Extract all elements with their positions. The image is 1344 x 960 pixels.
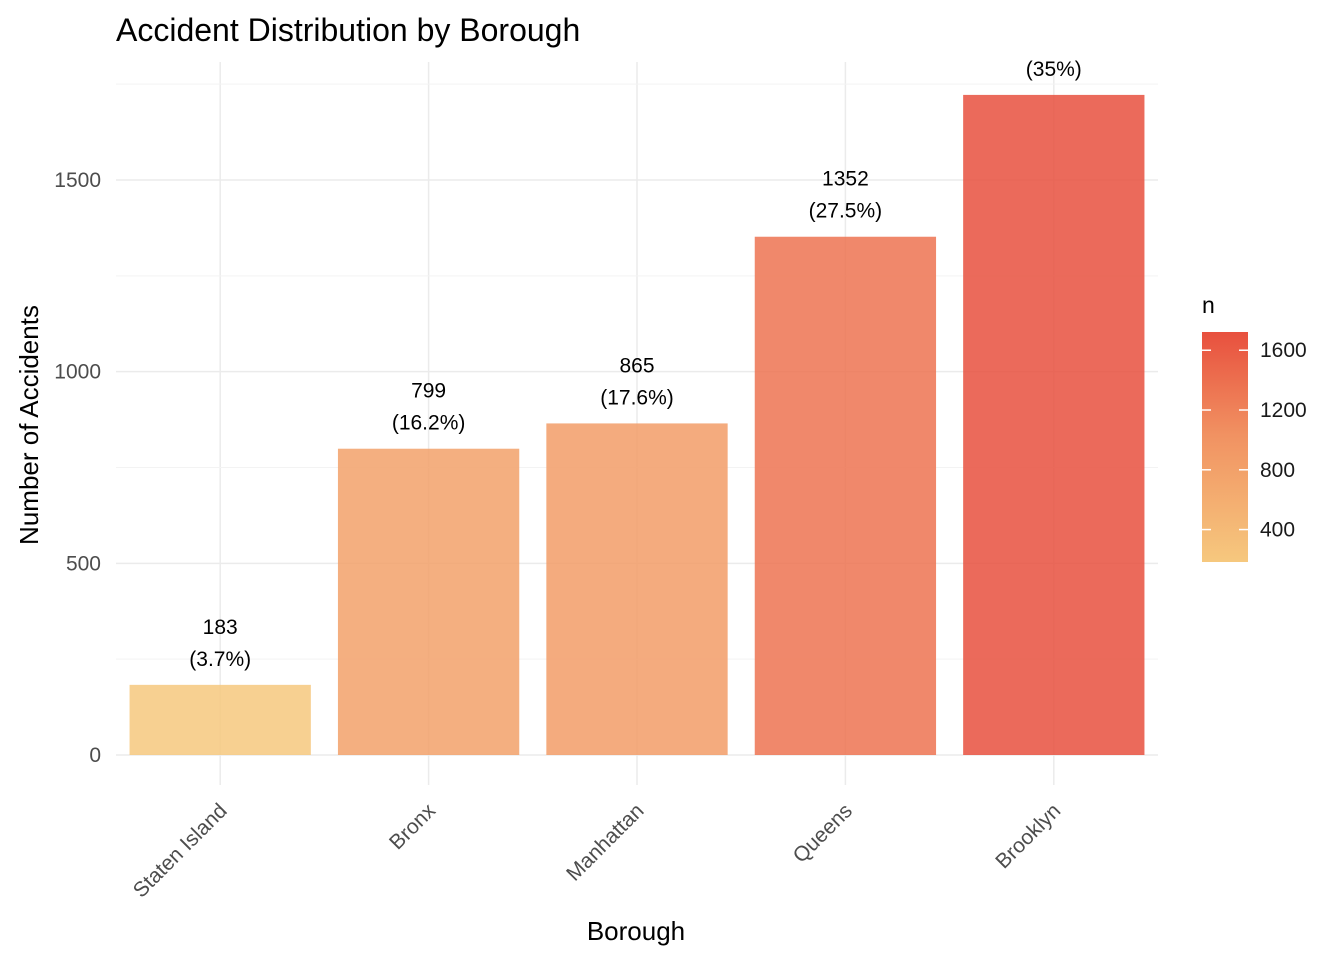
bar-manhattan bbox=[546, 423, 728, 755]
x-tick-label: Brooklyn bbox=[991, 799, 1065, 873]
data-label-percent: (35%) bbox=[1026, 58, 1082, 81]
x-axis-ticks: Staten Island Bronx Manhattan Queens Brookly… bbox=[129, 799, 1066, 902]
data-label-percent: (16.2%) bbox=[392, 412, 466, 435]
chart-title: Accident Distribution by Borough bbox=[116, 12, 580, 48]
legend-title: n bbox=[1202, 292, 1215, 318]
legend-ticks: 400 800 1200 1600 bbox=[1202, 339, 1307, 542]
x-axis-title: Borough bbox=[587, 916, 685, 946]
data-label-count: 1352 bbox=[822, 168, 869, 191]
y-axis-title: Number of Accidents bbox=[14, 305, 44, 545]
y-tick-label: 1500 bbox=[54, 169, 101, 192]
y-tick-label: 500 bbox=[66, 552, 101, 575]
data-labels: 183 (3.7%) 799 (16.2%) 865 (17.6%) 1352 (27.5%)… bbox=[189, 58, 1082, 671]
y-tick-label: 1000 bbox=[54, 361, 101, 384]
data-label-count: 183 bbox=[203, 616, 238, 639]
bar-brooklyn bbox=[963, 94, 1145, 755]
x-tick-label: Manhattan bbox=[562, 799, 648, 885]
color-legend: n 400 800 1200 1600 bbox=[1202, 292, 1307, 562]
bar-bronx bbox=[337, 448, 520, 755]
data-label-percent: (27.5%) bbox=[809, 200, 883, 223]
legend-tick-label: 1200 bbox=[1260, 399, 1307, 422]
data-label-percent: (3.7%) bbox=[189, 648, 251, 671]
bar-series bbox=[129, 94, 1145, 755]
x-tick-label: Queens bbox=[789, 799, 857, 867]
x-tick-label: Staten Island bbox=[129, 799, 232, 902]
data-label-count: 799 bbox=[411, 380, 446, 403]
data-label-percent: (17.6%) bbox=[600, 386, 674, 409]
bar-staten-island bbox=[129, 684, 311, 755]
data-label-count: 865 bbox=[619, 354, 654, 377]
legend-colorbar bbox=[1202, 332, 1248, 562]
legend-tick-label: 400 bbox=[1260, 519, 1295, 542]
legend-tick-label: 1600 bbox=[1260, 339, 1307, 362]
legend-tick-label: 800 bbox=[1260, 459, 1295, 482]
y-tick-label: 0 bbox=[89, 744, 101, 767]
y-axis-ticks: 0 500 1000 1500 bbox=[54, 169, 101, 767]
x-tick-label: Bronx bbox=[385, 799, 440, 854]
bar-queens bbox=[754, 236, 937, 755]
